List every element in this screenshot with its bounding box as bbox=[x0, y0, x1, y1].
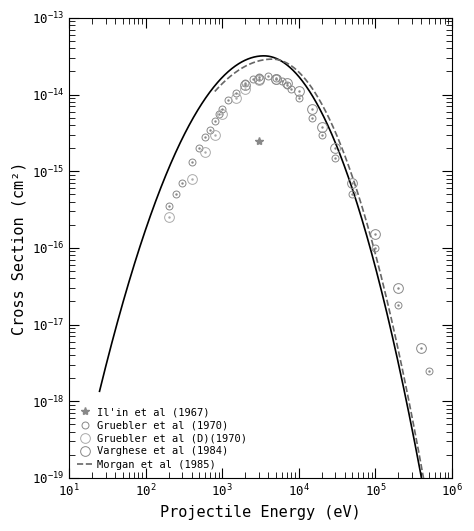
X-axis label: Projectile Energy (eV): Projectile Energy (eV) bbox=[160, 505, 361, 520]
Y-axis label: Cross Section (cm²): Cross Section (cm²) bbox=[11, 161, 26, 335]
Legend: Il'in et al (1967), Gruebler et al (1970), Gruebler et al (D)(1970), Varghese et: Il'in et al (1967), Gruebler et al (1970… bbox=[74, 404, 250, 473]
